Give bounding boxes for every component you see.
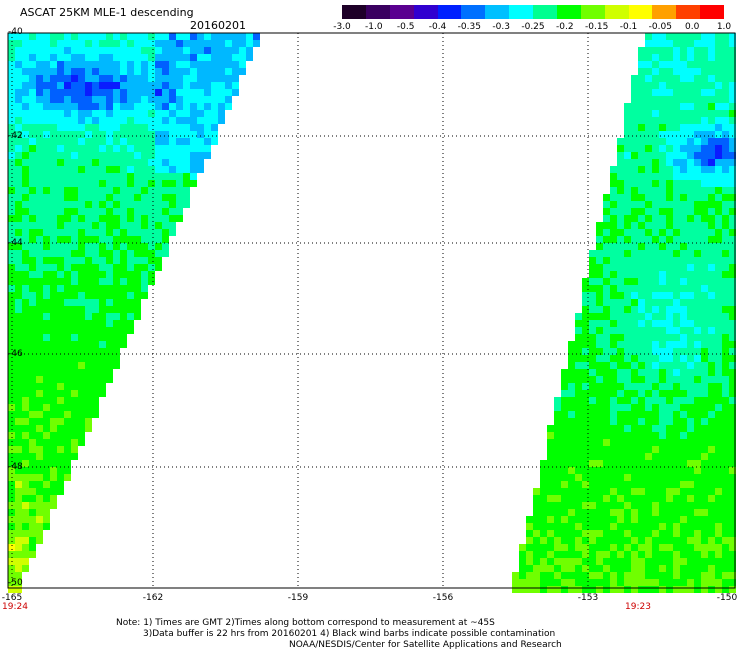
colorbar-label: -0.15: [585, 22, 609, 32]
colorbar-label: -0.1: [619, 22, 638, 32]
colorbar-label: 1.0: [716, 22, 732, 32]
colorbar-swatch: [365, 5, 390, 19]
colorbar-swatch: [437, 5, 462, 19]
colorbar-swatch: [676, 5, 701, 19]
colorbar-label: -0.05: [648, 22, 672, 32]
lat-label: -44: [8, 238, 23, 248]
swath-right: [512, 33, 736, 593]
lon-label: -156: [432, 593, 454, 603]
colorbar-swatch: [604, 5, 629, 19]
lat-label: -42: [8, 131, 23, 141]
colorbar-swatch: [700, 5, 724, 19]
map-date: 20160201: [190, 19, 246, 32]
colorbar-swatch: [342, 5, 366, 19]
lat-label: -48: [8, 462, 23, 472]
swath-time-left: 19:24: [2, 602, 28, 612]
note-line-1: Note: 1) Times are GMT 2)Times along bot…: [116, 618, 495, 628]
map-title: ASCAT 25KM MLE-1 descending: [20, 6, 194, 19]
colorbar-swatch: [533, 5, 557, 19]
swath-left: [8, 33, 260, 593]
colorbar-swatch: [628, 5, 653, 19]
lon-label: -153: [577, 593, 599, 603]
swath-time-right: 19:23: [625, 602, 651, 612]
lon-label: -150: [716, 593, 738, 603]
colorbar: [342, 5, 724, 19]
colorbar-swatch: [652, 5, 677, 19]
colorbar-label: 0.0: [684, 22, 700, 32]
colorbar-label: -0.2: [556, 22, 574, 32]
colorbar-label: -0.4: [428, 22, 447, 32]
lat-label: -50: [8, 578, 23, 588]
colorbar-label: -1.0: [365, 22, 383, 32]
colorbar-swatch: [413, 5, 438, 19]
lon-label: -165: [1, 593, 23, 603]
lat-label: -40: [8, 27, 23, 37]
colorbar-label: -0.3: [492, 22, 510, 32]
colorbar-label: -3.0: [333, 22, 351, 32]
colorbar-label: -0.25: [521, 22, 545, 32]
note-line-3: NOAA/NESDIS/Center for Satellite Applica…: [289, 640, 562, 650]
note-line-2: 3)Data buffer is 22 hrs from 20160201 4)…: [143, 629, 556, 639]
lat-lon-grid: [8, 32, 735, 588]
colorbar-swatch: [580, 5, 605, 19]
colorbar-label: -0.5: [396, 22, 415, 32]
colorbar-swatch: [461, 5, 486, 19]
colorbar-swatch: [509, 5, 533, 19]
lat-label: -46: [8, 349, 23, 359]
lon-label: -159: [287, 593, 309, 603]
colorbar-label: -0.35: [457, 22, 481, 32]
map-frame: [7, 32, 736, 589]
colorbar-swatch: [389, 5, 414, 19]
colorbar-swatch: [556, 5, 581, 19]
lon-label: -162: [142, 593, 164, 603]
colorbar-swatch: [485, 5, 510, 19]
colorbar-labels: -3.0 -1.0 -0.5 -0.4 -0.35 -0.3 -0.25 -0.2 -0.15-…: [333, 22, 731, 34]
